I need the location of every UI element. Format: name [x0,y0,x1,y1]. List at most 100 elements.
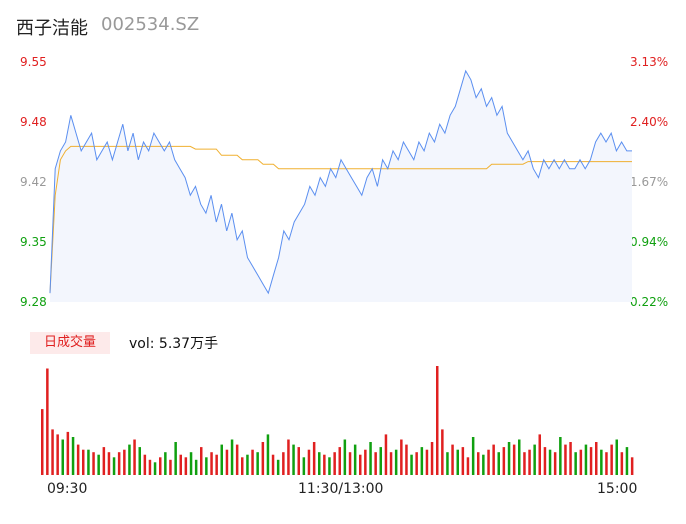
volume-value: vol: 5.37万手 [129,336,219,352]
volume-bar [507,442,511,475]
volume-bar [276,459,280,475]
price-layer [49,69,632,303]
volume-bar [66,431,70,475]
volume-bar [235,444,239,475]
volume-bar [471,437,475,475]
volume-bar [56,434,59,475]
volume-bar [410,454,413,475]
stock-code: 002534.SZ [101,14,200,35]
volume-bar [241,457,244,475]
pct-tick-3: 1.67% [630,175,669,189]
volume-bar [287,439,290,475]
volume-bar [482,454,485,475]
volume-bar [400,439,403,475]
volume-bar [215,454,218,475]
volume-bar [477,452,480,475]
volume-bar [71,437,75,475]
volume-bar [374,452,377,475]
volume-bar [353,444,357,475]
x-tick-close: 15:00 [597,481,638,497]
volume-bar [112,457,116,475]
volume-bar [466,457,470,475]
volume-bar [251,449,254,475]
volume-bar [159,457,162,475]
volume-bar [625,447,629,475]
volume-bar [605,452,608,475]
volume-bar [425,449,429,475]
volume-bar [600,449,603,475]
volume-bar [456,449,459,475]
volume-bar [379,447,382,475]
volume-bar [559,437,562,475]
volume-bar [307,449,311,475]
volume-bar [430,442,434,475]
price-line [49,69,632,295]
volume-bar [528,449,531,475]
volume-bar [328,457,331,475]
volume-bar [205,457,208,475]
volume-bar [153,462,157,475]
price-tick-4: 9.35 [20,235,47,249]
volume-bar [210,452,213,475]
volume-bar [359,454,362,475]
volume-bar [343,439,347,475]
volume-bar [323,454,326,475]
volume-bar [436,366,439,475]
volume-bar [502,447,506,475]
volume-bar [543,447,547,475]
volume-bar [487,449,490,475]
pct-tick-1: 3.13% [630,55,669,69]
volume-bar [312,442,316,475]
x-tick-open: 09:30 [47,481,88,497]
volume-bar [538,434,541,475]
volume-bars [41,366,634,475]
volume-bar [589,447,593,475]
volume-bar [179,454,182,475]
volume-bar [620,452,624,475]
volume-bar [512,444,516,475]
volume-bar [595,442,598,475]
volume-bar [184,457,188,475]
volume-bar [194,459,198,475]
volume-bar [297,447,300,475]
volume-bar [133,439,136,475]
volume-bar [518,439,521,475]
volume-bar [87,449,90,475]
volume-bar [553,452,557,475]
volume-bar [579,449,583,475]
volume-bar [97,454,100,475]
volume-bar [348,452,352,475]
volume-bar [451,444,454,475]
volume-bar [61,439,64,475]
volume-bar [389,452,393,475]
volume-bar [117,452,121,475]
volume-bar [292,444,295,475]
pct-tick-5: 0.22% [630,295,669,309]
volume-bar [148,459,152,475]
volume-bar [405,444,408,475]
volume-bar [333,452,336,475]
price-tick-2: 9.48 [20,115,47,129]
volume-bar [533,444,536,475]
volume-bar [220,444,223,475]
price-tick-5: 9.28 [20,295,47,309]
volume-bar [415,452,418,475]
volume-bar [630,457,634,475]
volume-bar [271,454,275,475]
pct-tick-2: 2.40% [630,115,669,129]
volume-bar [256,452,259,475]
volume-bar [574,452,577,475]
volume-bar [76,444,80,475]
volume-bar [523,452,526,475]
volume-bar [318,452,321,475]
volume-bar [123,449,126,475]
volume-bar [169,459,172,475]
volume-bar [338,447,341,475]
volume-bar [615,439,618,475]
volume-bar [51,429,54,475]
volume-bar [461,447,465,475]
volume-bar [107,452,111,475]
volume-bar [128,444,131,475]
volume-bar [138,447,141,475]
